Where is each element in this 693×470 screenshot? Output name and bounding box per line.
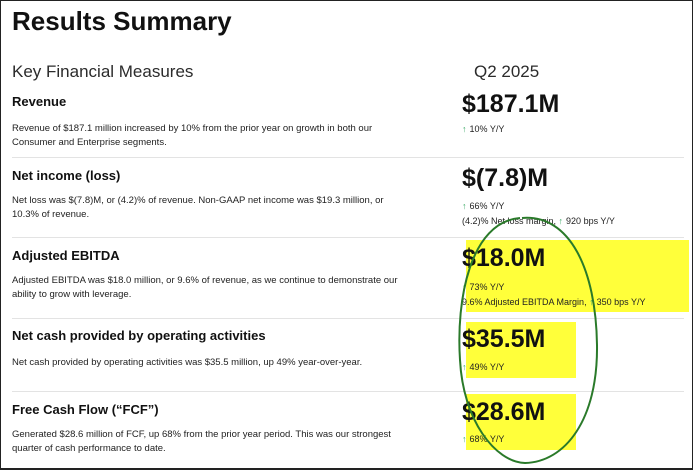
row-description: Revenue of $187.1 million increased by 1…	[12, 123, 373, 148]
row-description: Net loss was $(7.8)M, or (4.2)% of reven…	[12, 195, 384, 220]
row-description: Net cash provided by operating activitie…	[12, 357, 363, 368]
metric-value: $(7.8)M	[462, 164, 549, 192]
row-heading: Net cash provided by operating activitie…	[12, 328, 266, 343]
row-heading: Net income (loss)	[12, 168, 121, 183]
metric-change: ↑ 10% Y/Y	[462, 124, 505, 134]
metric-value: $35.5M	[462, 325, 546, 353]
metric-change: ↑ 49% Y/Y	[462, 362, 505, 372]
arrow-up-icon: ↑	[462, 124, 467, 134]
row-divider	[12, 157, 684, 158]
arrow-up-icon: ↑	[462, 282, 467, 292]
metric-change: ↑ 66% Y/Y	[462, 201, 505, 211]
metric-value: $18.0M	[462, 244, 546, 272]
row-heading: Revenue	[12, 94, 67, 109]
column-label: Key Financial Measures	[12, 62, 194, 81]
arrow-up-icon: ↑	[462, 201, 467, 211]
row-heading: Adjusted EBITDA	[12, 248, 120, 263]
arrow-up-icon: ↑	[589, 297, 594, 307]
row-description: Generated $28.6 million of FCF, up 68% f…	[12, 429, 391, 454]
metric-value: $187.1M	[462, 90, 560, 118]
metric-change: ↑ 68% Y/Y	[462, 434, 505, 444]
arrow-up-icon: ↑	[462, 434, 467, 444]
row-divider	[12, 318, 684, 319]
row-description: Adjusted EBITDA was $18.0 million, or 9.…	[12, 275, 398, 300]
metric-extra: 9.6% Adjusted EBITDA Margin, ↑ 350 bps Y/…	[462, 297, 646, 307]
arrow-up-icon: ↑	[558, 216, 564, 226]
row-divider	[12, 391, 684, 392]
metric-change: ↑ 73% Y/Y	[462, 282, 505, 292]
arrow-up-icon: ↑	[462, 362, 467, 372]
page-title: Results Summary	[12, 6, 232, 36]
metric-value: $28.6M	[462, 398, 546, 426]
metric-extra: (4.2)% Net loss margin, ↑ 920 bps Y/Y	[462, 216, 615, 226]
column-period: Q2 2025	[474, 62, 540, 81]
row-heading: Free Cash Flow (“FCF”)	[12, 402, 159, 417]
row-divider	[12, 237, 684, 238]
